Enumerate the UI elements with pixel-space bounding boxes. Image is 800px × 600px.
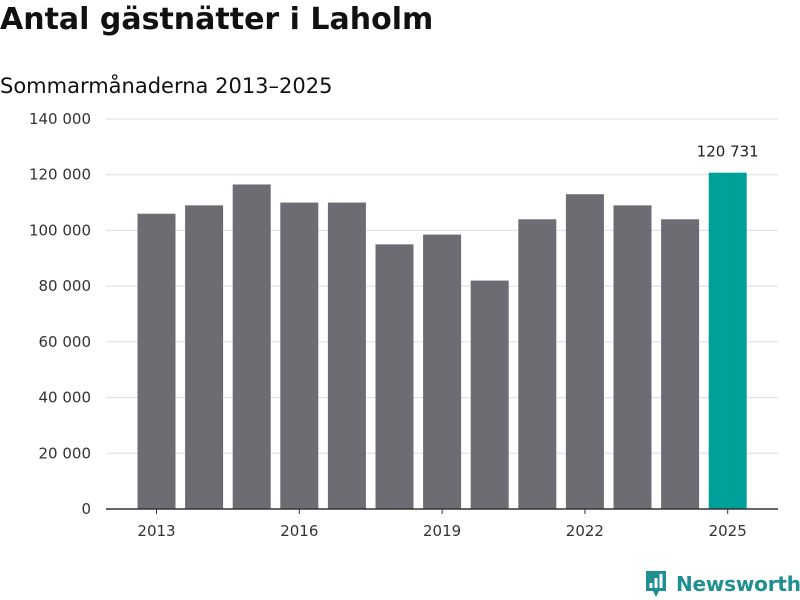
x-tick-label: 2013: [137, 522, 175, 540]
x-tick-label: 2019: [423, 522, 461, 540]
newsworthy-logo: Newsworthy: [644, 568, 800, 600]
bar: [613, 205, 652, 509]
x-tick-label: 2022: [566, 522, 604, 540]
bar: [661, 219, 700, 510]
y-tick-label: 120 000: [29, 166, 91, 184]
data-label: 120 731: [697, 143, 759, 161]
logo-text: Newsworthy: [676, 572, 800, 596]
y-tick-label: 140 000: [29, 110, 91, 128]
bar: [375, 244, 414, 509]
bar: [470, 280, 509, 509]
chart-subtitle: Sommarmånaderna 2013–2025: [0, 74, 333, 98]
chart-title: Antal gästnätter i Laholm: [0, 2, 434, 37]
bar: [518, 219, 557, 510]
y-tick-label: 80 000: [39, 277, 92, 295]
bar: [423, 234, 462, 509]
bar: [185, 205, 224, 509]
x-tick-label: 2016: [280, 522, 318, 540]
y-tick-label: 100 000: [29, 221, 91, 239]
bar: [280, 202, 319, 510]
x-tick-label: 2025: [709, 522, 747, 540]
y-tick-label: 40 000: [39, 389, 92, 407]
y-tick-label: 60 000: [39, 333, 92, 351]
bar: [137, 213, 176, 509]
bar: [565, 194, 604, 509]
y-tick-label: 20 000: [39, 444, 92, 462]
newsworthy-logo-icon: [646, 571, 666, 597]
bar: [232, 184, 271, 509]
bar: [327, 202, 366, 510]
y-tick-label: 0: [81, 500, 91, 518]
bar-highlight: [708, 172, 747, 510]
